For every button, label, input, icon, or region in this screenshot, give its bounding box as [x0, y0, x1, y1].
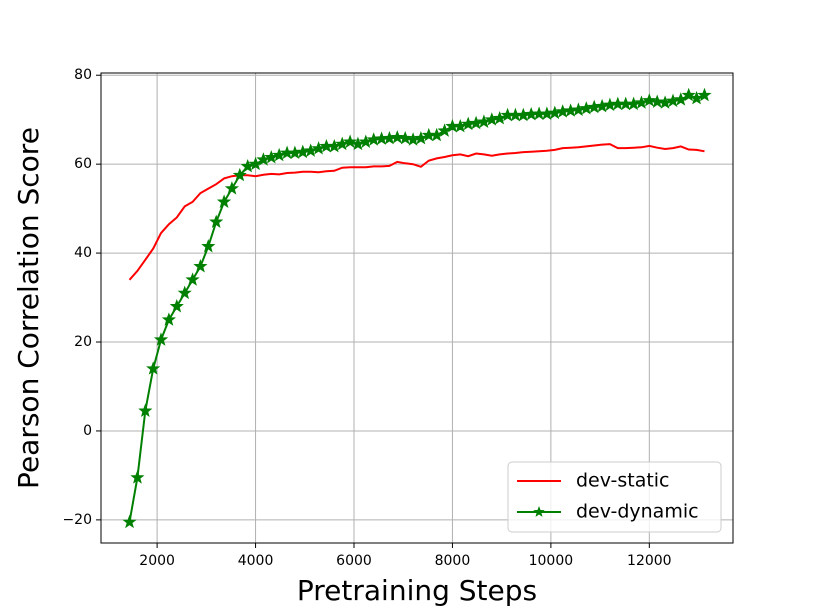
legend-box — [507, 461, 722, 533]
series-line — [128, 143, 705, 281]
y-tick-label: 40 — [74, 245, 92, 261]
y-tick-label: 80 — [74, 67, 92, 83]
y-tick-label: 0 — [83, 423, 92, 439]
star-marker — [437, 123, 452, 137]
star-marker — [697, 87, 712, 102]
star-marker — [138, 403, 153, 417]
legend-label: dev-static — [576, 470, 670, 492]
star-marker — [673, 92, 688, 106]
x-tick-label: 4000 — [238, 553, 274, 569]
star-marker — [201, 238, 216, 253]
x-tick-label: 8000 — [435, 553, 471, 569]
y-tick-label: 60 — [74, 156, 92, 172]
plot-frame — [100, 72, 734, 544]
legend: dev-static dev-dynamic — [507, 461, 722, 533]
x-tick-label: 12000 — [627, 553, 672, 569]
star-marker — [248, 156, 263, 171]
x-tick-label: 10000 — [529, 553, 574, 569]
star-marker — [429, 127, 444, 142]
star-marker — [681, 87, 696, 102]
star-marker — [343, 134, 358, 148]
y-tick-label: −20 — [62, 512, 92, 528]
y-axis-label: Pearson Correlation Score — [12, 127, 45, 489]
x-tick-label: 2000 — [139, 553, 175, 569]
star-marker — [185, 272, 200, 286]
legend-marker — [533, 506, 545, 517]
star-marker — [193, 258, 208, 273]
star-marker — [689, 90, 704, 105]
star-marker — [390, 130, 405, 144]
star-marker — [122, 514, 137, 529]
star-marker — [169, 298, 184, 313]
star-marker — [413, 130, 428, 145]
star-marker — [224, 181, 239, 195]
star-marker — [153, 332, 169, 346]
star-marker — [146, 361, 161, 375]
x-tick-label: 6000 — [336, 553, 372, 569]
star-marker — [232, 167, 247, 182]
star-marker — [209, 214, 224, 228]
x-axis-label: Pretraining Steps — [297, 574, 537, 607]
star-marker — [130, 470, 145, 484]
star-marker — [216, 194, 232, 208]
star-marker — [398, 131, 413, 145]
legend-label: dev-dynamic — [576, 501, 699, 523]
star-marker — [650, 94, 665, 108]
y-tick-label: 20 — [74, 334, 92, 350]
star-marker — [161, 312, 176, 326]
star-marker — [492, 111, 507, 125]
star-marker — [177, 285, 192, 300]
star-marker — [642, 93, 657, 107]
